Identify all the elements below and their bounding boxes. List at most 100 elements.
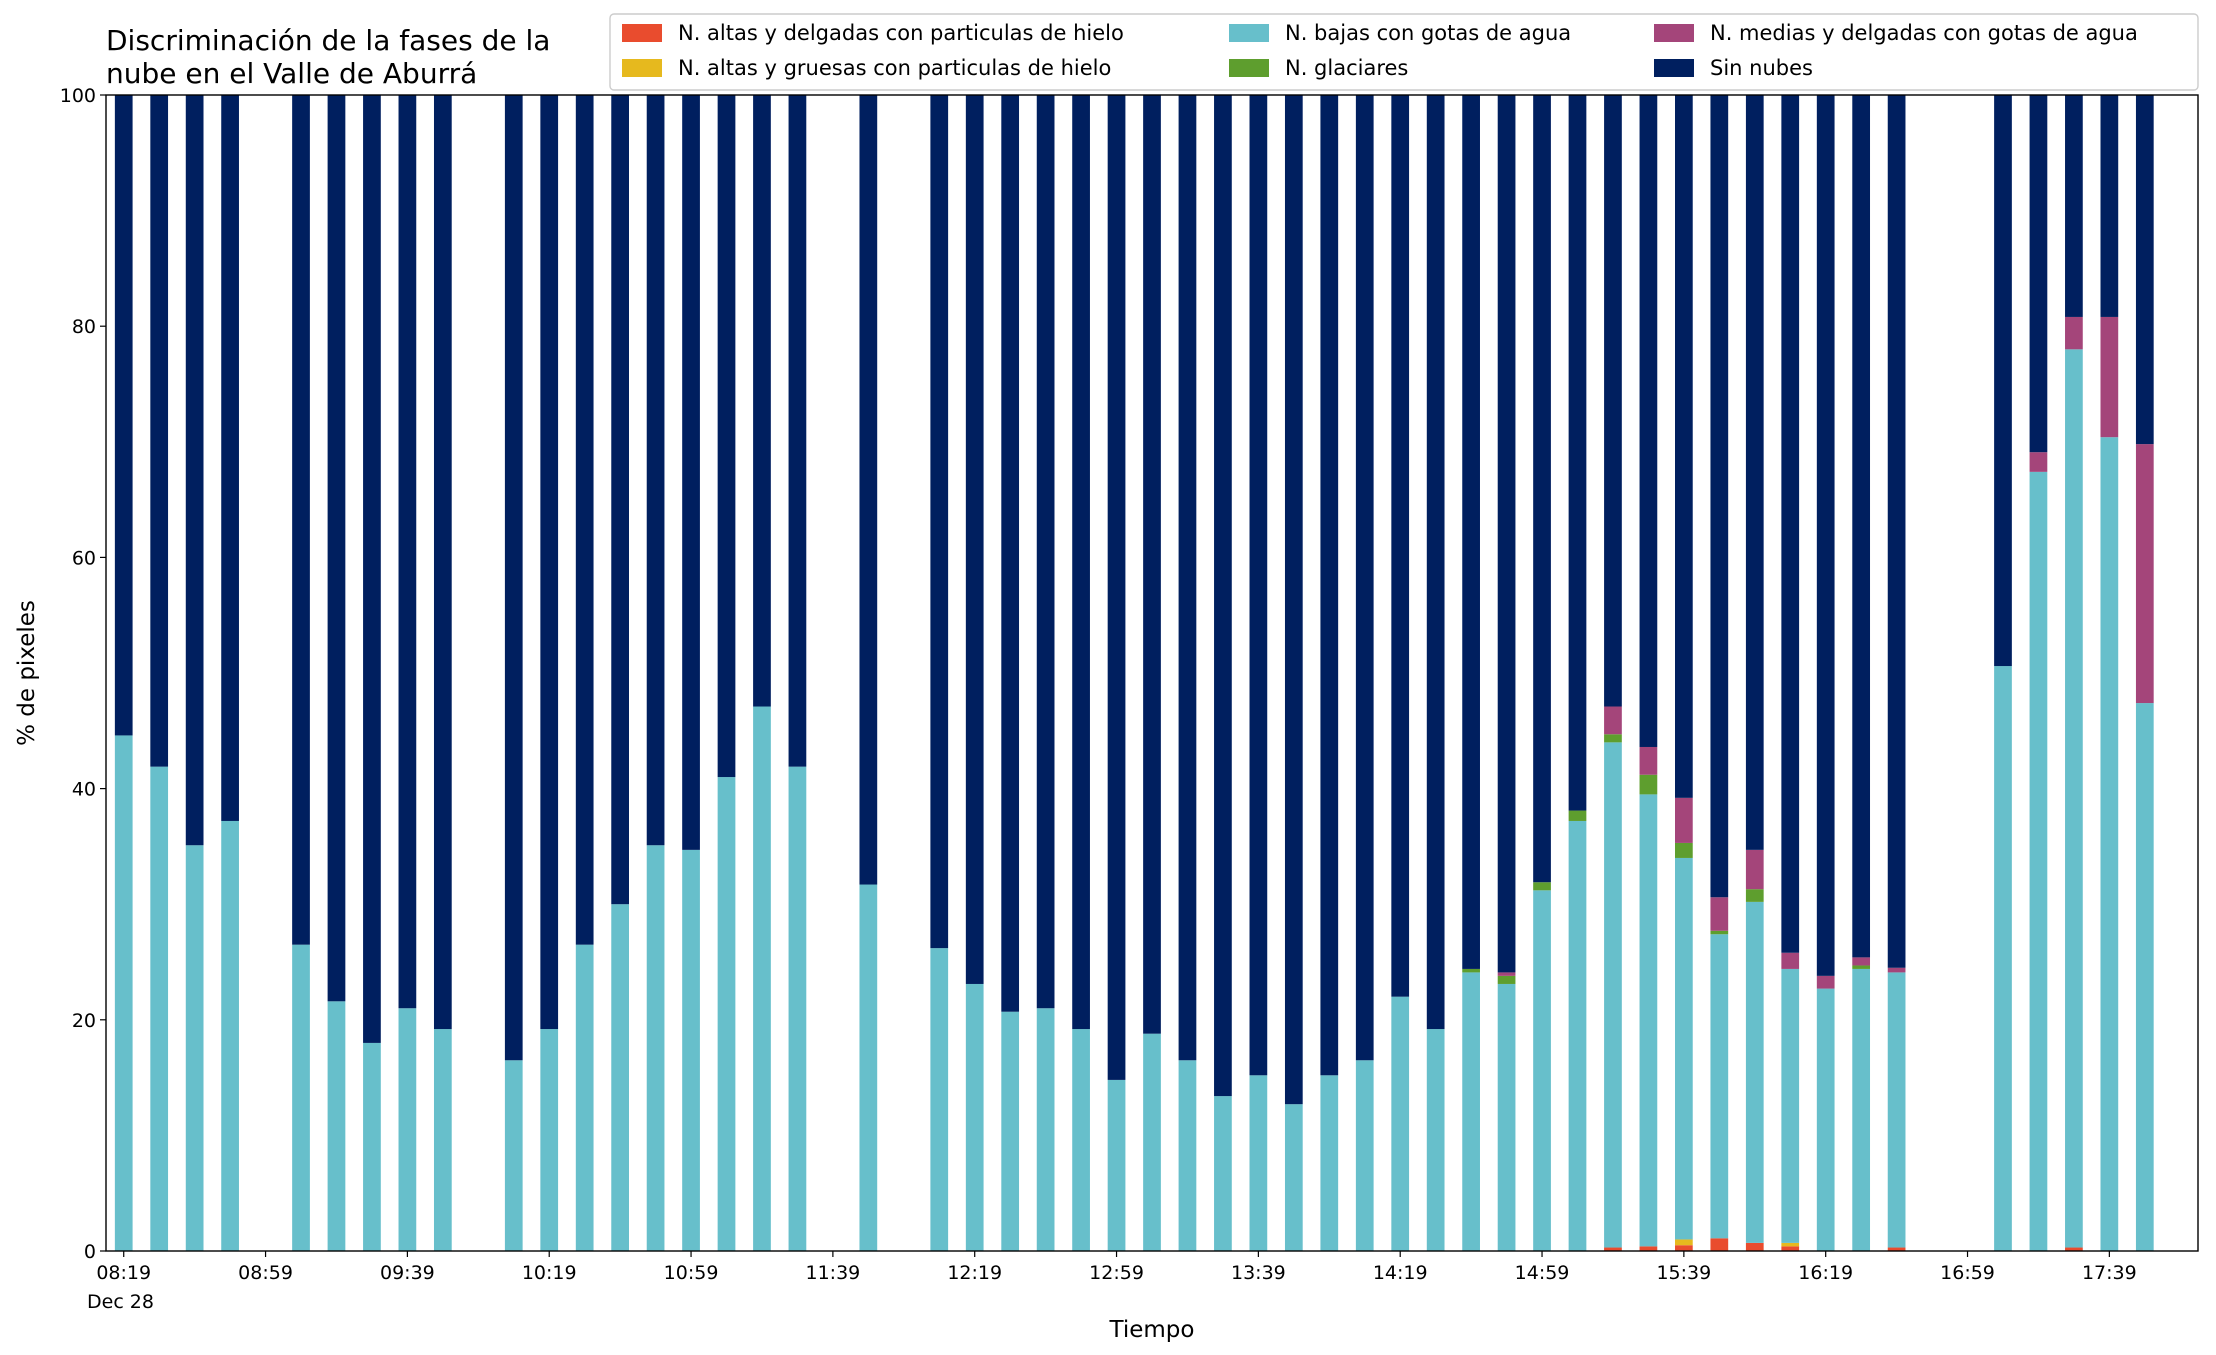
bar-segment bbox=[1745, 901, 1764, 1243]
bar-segment bbox=[1178, 95, 1197, 1061]
bar-segment bbox=[1355, 95, 1374, 1061]
bar-segment bbox=[1391, 996, 1410, 1251]
bar-segment bbox=[150, 95, 169, 767]
bar-segment bbox=[2100, 316, 2119, 438]
bar-segment bbox=[1533, 890, 1551, 1251]
bar-segment bbox=[1710, 930, 1729, 935]
bar-segment bbox=[646, 95, 665, 846]
bar-segment bbox=[540, 95, 559, 1030]
x-tick-label: 14:59 bbox=[1515, 1262, 1570, 1284]
bar-segment bbox=[1781, 95, 1800, 953]
bar-segment bbox=[611, 95, 629, 905]
bar-segment bbox=[1355, 1060, 1374, 1251]
bar-segment bbox=[1887, 972, 1906, 1248]
bar-segment bbox=[1816, 975, 1835, 989]
bar-segment bbox=[1710, 897, 1729, 931]
y-tick-label: 0 bbox=[84, 1241, 96, 1263]
bar-segment bbox=[859, 95, 878, 885]
bar-segment bbox=[1320, 1075, 1339, 1251]
bar-segment bbox=[753, 706, 771, 1251]
bar-segment bbox=[185, 95, 204, 846]
bar-segment bbox=[1426, 95, 1445, 1030]
x-tick-label: 08:59 bbox=[238, 1262, 293, 1284]
bar-segment bbox=[1675, 95, 1693, 798]
bar-segment bbox=[504, 95, 523, 1061]
bar-segment bbox=[1887, 967, 1906, 973]
plot-area bbox=[114, 95, 2154, 1252]
bar-segment bbox=[1533, 95, 1551, 883]
bar-segment bbox=[2029, 95, 2048, 453]
x-tick-label: 10:59 bbox=[664, 1262, 719, 1284]
bar-segment bbox=[1284, 95, 1303, 1105]
bar-segment bbox=[1781, 968, 1800, 1243]
bar-segment bbox=[1320, 95, 1339, 1076]
bar-segment bbox=[1639, 794, 1658, 1247]
bar-segment bbox=[930, 95, 949, 949]
legend-swatch bbox=[622, 24, 662, 42]
chart-title: Discriminación de la fases de la bbox=[106, 24, 550, 57]
bar-segment bbox=[1710, 1238, 1729, 1251]
y-tick-label: 60 bbox=[72, 547, 96, 569]
bar-segment bbox=[1497, 975, 1516, 984]
bar-segment bbox=[1604, 734, 1622, 743]
bar-segment bbox=[1745, 889, 1764, 902]
bar-segment bbox=[398, 95, 417, 1009]
bar-segment bbox=[1568, 95, 1587, 811]
bar-segment bbox=[221, 95, 239, 821]
bar-segment bbox=[1781, 1246, 1800, 1251]
bar-segment bbox=[1675, 1239, 1693, 1246]
bar-segment bbox=[1036, 95, 1055, 1009]
bar-segment bbox=[185, 845, 204, 1251]
bar-segment bbox=[682, 95, 700, 850]
bar-segment bbox=[1568, 820, 1587, 1251]
bar-segment bbox=[363, 95, 381, 1043]
bar-segment bbox=[2135, 444, 2154, 704]
bar-segment bbox=[1781, 1242, 1800, 1247]
bar-segment bbox=[930, 948, 949, 1251]
x-tick-label: 11:39 bbox=[805, 1262, 860, 1284]
bar-segment bbox=[2065, 349, 2083, 1248]
bar-segment bbox=[1107, 1079, 1126, 1251]
bar-segment bbox=[575, 944, 594, 1251]
bar-segment bbox=[540, 1029, 559, 1251]
legend-label: N. altas y gruesas con particulas de hie… bbox=[678, 56, 1111, 80]
x-tick-label: 16:19 bbox=[1798, 1262, 1853, 1284]
legend-swatch bbox=[1229, 59, 1269, 77]
bar-segment bbox=[2065, 316, 2083, 350]
bar-segment bbox=[1143, 95, 1161, 1034]
x-tick-label: 12:59 bbox=[1089, 1262, 1144, 1284]
bar-segment bbox=[1852, 957, 1871, 966]
bar-segment bbox=[1072, 95, 1090, 1030]
bar-segment bbox=[965, 983, 984, 1251]
bar-segment bbox=[2029, 471, 2048, 1252]
bar-segment bbox=[1781, 952, 1800, 969]
bar-segment bbox=[859, 884, 878, 1251]
bar-segment bbox=[1604, 95, 1622, 707]
bar-segment bbox=[1462, 95, 1480, 969]
x-tick-label: 10:19 bbox=[522, 1262, 577, 1284]
bar-segment bbox=[1675, 842, 1693, 858]
bar-segment bbox=[1284, 1104, 1303, 1251]
legend-label: N. medias y delgadas con gotas de agua bbox=[1710, 21, 2138, 45]
bar-segment bbox=[1639, 774, 1658, 795]
bar-segment bbox=[611, 904, 629, 1251]
bar-segment bbox=[114, 95, 133, 736]
bar-segment bbox=[1391, 95, 1410, 997]
x-axis-label: Tiempo bbox=[1109, 1317, 1195, 1343]
bar-segment bbox=[1816, 988, 1835, 1251]
bar-segment bbox=[2065, 95, 2083, 317]
bar-segment bbox=[2135, 95, 2154, 445]
bar-segment bbox=[1249, 1075, 1268, 1251]
bar-segment bbox=[1568, 810, 1587, 821]
legend-label: N. glaciares bbox=[1285, 56, 1408, 80]
bar-segment bbox=[504, 1060, 523, 1251]
bar-segment bbox=[1675, 857, 1693, 1240]
bar-segment bbox=[1604, 1247, 1622, 1251]
legend-box bbox=[609, 13, 2199, 91]
bar-segment bbox=[1675, 797, 1693, 843]
bar-segment bbox=[788, 766, 807, 1251]
y-tick-label: 40 bbox=[72, 779, 96, 801]
bar-segment bbox=[1001, 1011, 1020, 1251]
bar-segment bbox=[1852, 968, 1871, 1251]
